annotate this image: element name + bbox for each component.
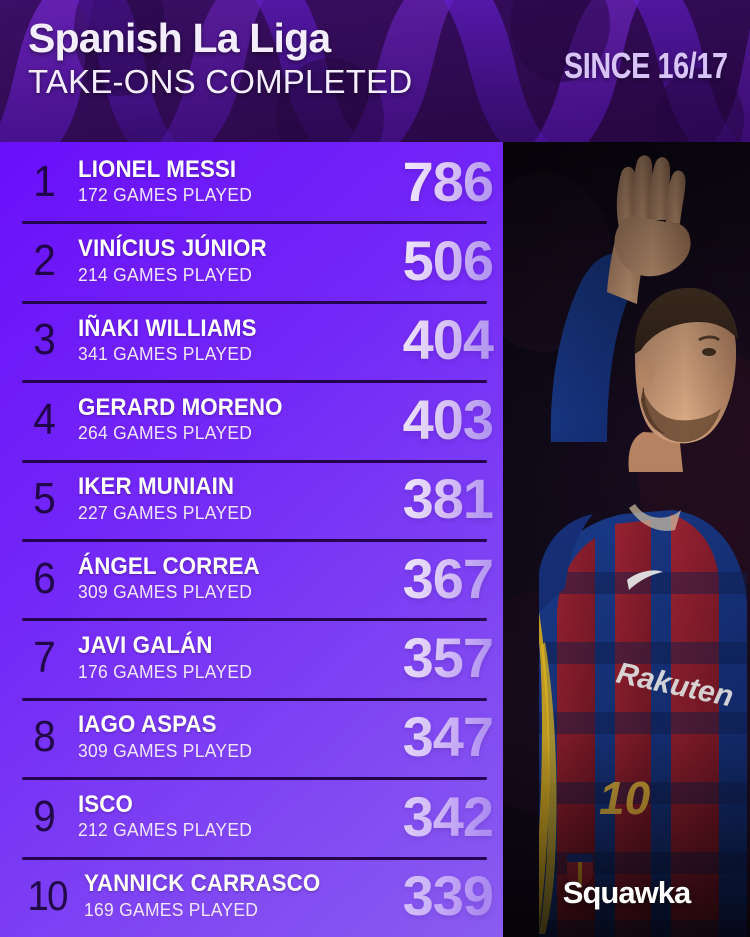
table-row: 7 JAVI GALÁN 176 GAMES PLAYED 357 — [0, 618, 503, 697]
player-games-played: 169 GAMES PLAYED — [84, 899, 259, 920]
player-name: IÑAKI WILLIAMS — [78, 314, 257, 342]
player-info: VINÍCIUS JÚNIOR 214 GAMES PLAYED — [74, 236, 403, 286]
player-name: VINÍCIUS JÚNIOR — [78, 235, 267, 263]
player-games-played: 212 GAMES PLAYED — [78, 820, 253, 841]
rank-number: 7 — [33, 633, 56, 683]
player-photo-panel: Rakuten 10 Squawka — [503, 142, 750, 937]
player-info: GERARD MORENO 264 GAMES PLAYED — [74, 393, 403, 445]
page-title: Spanish La Liga — [28, 15, 331, 61]
take-ons-value: 342 — [402, 784, 494, 848]
player-name: JAVI GALÁN — [78, 632, 213, 660]
rank-number: 2 — [33, 236, 56, 286]
rank-number: 3 — [33, 315, 56, 365]
player-info: YANNICK CARRASCO 169 GAMES PLAYED — [80, 871, 403, 921]
header-banner: Spanish La Liga TAKE-ONS COMPLETED SINCE… — [0, 0, 750, 142]
player-name: YANNICK CARRASCO — [84, 870, 321, 898]
take-ons-value: 367 — [402, 546, 494, 610]
player-name: ISCO — [78, 790, 133, 818]
ranking-list-panel: 1 LIONEL MESSI 172 GAMES PLAYED 786 2 VINÍCIU… — [0, 142, 503, 937]
since-badge: SINCE 16/17 — [564, 45, 728, 86]
squawka-logo-text: Squawka — [562, 875, 691, 910]
take-ons-value: 381 — [402, 467, 494, 531]
player-info: LIONEL MESSI 172 GAMES PLAYED — [74, 155, 403, 207]
table-row: 4 GERARD MORENO 264 GAMES PLAYED 403 — [0, 380, 503, 459]
player-games-played: 309 GAMES PLAYED — [78, 582, 253, 603]
ranking-rows: 1 LIONEL MESSI 172 GAMES PLAYED 786 2 VINÍCIU… — [0, 142, 503, 937]
table-row: 10 YANNICK CARRASCO 169 GAMES PLAYED 339 — [0, 856, 503, 936]
table-row: 1 LIONEL MESSI 172 GAMES PLAYED 786 — [0, 142, 503, 221]
rank-number: 1 — [33, 156, 56, 206]
player-games-played: 264 GAMES PLAYED — [78, 423, 253, 444]
player-games-played: 227 GAMES PLAYED — [78, 502, 253, 523]
player-info: ÁNGEL CORREA 309 GAMES PLAYED — [74, 552, 403, 604]
table-row: 3 IÑAKI WILLIAMS 341 GAMES PLAYED 404 — [0, 300, 503, 380]
squawka-logo: Squawka — [503, 875, 750, 911]
table-row: 2 VINÍCIUS JÚNIOR 214 GAMES PLAYED 506 — [0, 221, 503, 300]
player-info: IÑAKI WILLIAMS 341 GAMES PLAYED — [74, 314, 403, 366]
player-info: ISCO 212 GAMES PLAYED — [74, 790, 403, 842]
table-row: 6 ÁNGEL CORREA 309 GAMES PLAYED 367 — [0, 538, 503, 618]
take-ons-value: 403 — [402, 387, 494, 451]
rank-number: 6 — [33, 553, 56, 603]
rank-number: 10 — [27, 872, 68, 920]
rank-number: 4 — [33, 394, 56, 444]
rank-number: 8 — [33, 712, 56, 762]
player-name: IKER MUNIAIN — [78, 473, 235, 501]
take-ons-value: 357 — [402, 626, 494, 690]
player-name: GERARD MORENO — [78, 393, 283, 421]
rank-number: 9 — [33, 791, 56, 841]
header-flame-pattern — [0, 0, 750, 142]
header-title-block: Spanish La Liga TAKE-ONS COMPLETED — [28, 15, 413, 100]
table-row: 5 IKER MUNIAIN 227 GAMES PLAYED 381 — [0, 459, 503, 539]
table-row: 9 ISCO 212 GAMES PLAYED 342 — [0, 777, 503, 856]
take-ons-value: 347 — [402, 705, 494, 769]
player-info: JAVI GALÁN 176 GAMES PLAYED — [74, 633, 403, 683]
player-name: ÁNGEL CORREA — [78, 552, 260, 580]
player-info: IKER MUNIAIN 227 GAMES PLAYED — [74, 474, 403, 524]
player-games-played: 214 GAMES PLAYED — [78, 264, 253, 285]
take-ons-value: 506 — [402, 229, 494, 293]
rank-number: 5 — [33, 474, 56, 524]
take-ons-value: 786 — [402, 149, 494, 213]
player-games-played: 341 GAMES PLAYED — [78, 343, 253, 364]
player-info: IAGO ASPAS 309 GAMES PLAYED — [74, 712, 403, 762]
take-ons-value: 339 — [402, 864, 494, 928]
player-photo: Rakuten 10 — [503, 142, 750, 937]
player-games-played: 309 GAMES PLAYED — [78, 740, 253, 761]
table-row: 8 IAGO ASPAS 309 GAMES PLAYED 347 — [0, 697, 503, 777]
player-games-played: 176 GAMES PLAYED — [78, 661, 253, 682]
player-name: IAGO ASPAS — [78, 711, 217, 739]
take-ons-value: 404 — [402, 308, 494, 372]
page-subtitle: TAKE-ONS COMPLETED — [28, 62, 413, 100]
player-games-played: 172 GAMES PLAYED — [78, 185, 253, 206]
player-name: LIONEL MESSI — [78, 155, 237, 183]
